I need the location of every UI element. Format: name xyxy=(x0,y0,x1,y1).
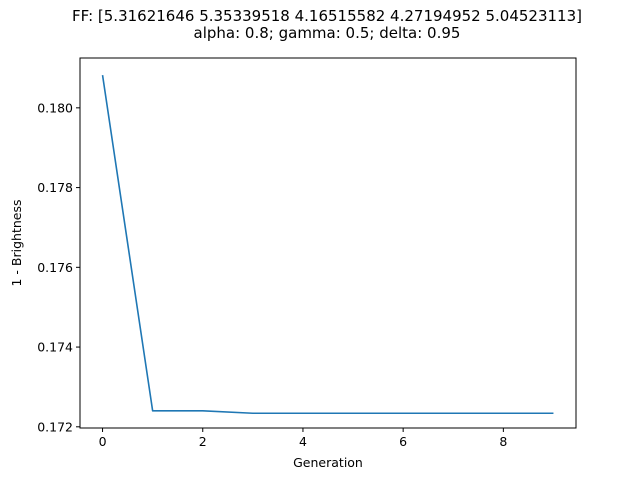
y-axis: 0.172 0.174 0.176 0.178 0.180 xyxy=(37,100,80,434)
y-tick-label: 0.178 xyxy=(37,180,73,195)
x-tick-label: 8 xyxy=(499,434,507,449)
y-tick-label: 0.174 xyxy=(37,340,73,355)
x-tick-label: 2 xyxy=(199,434,207,449)
plot-area xyxy=(79,57,577,429)
y-tick-label: 0.176 xyxy=(37,260,73,275)
x-tick-label: 0 xyxy=(99,434,107,449)
chart-subtitle: alpha: 0.8; gamma: 0.5; delta: 0.95 xyxy=(194,24,461,42)
x-axis: 0 2 4 6 8 xyxy=(99,428,507,449)
chart-title: FF: [5.31621646 5.35339518 4.16515582 4.… xyxy=(72,7,582,25)
series-line-0 xyxy=(101,75,554,415)
x-axis-label: Generation xyxy=(293,455,363,470)
series-group xyxy=(101,75,554,415)
x-tick-label: 6 xyxy=(399,434,407,449)
y-axis-label: 1 - Brightness xyxy=(9,200,24,287)
x-tick-label: 4 xyxy=(299,434,307,449)
y-tick-label: 0.180 xyxy=(37,100,73,115)
y-tick-label: 0.172 xyxy=(37,419,73,434)
